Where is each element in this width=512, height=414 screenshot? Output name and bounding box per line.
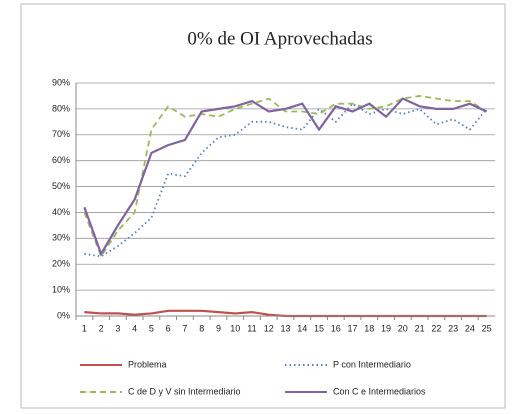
chart-title: 0% de OI Aprovechadas: [187, 28, 372, 49]
x-tick-label: 17: [348, 323, 358, 333]
x-tick-label: 7: [182, 323, 187, 333]
x-tick-label: 5: [149, 323, 154, 333]
x-tick-label: 19: [381, 323, 391, 333]
x-tick-label: 20: [398, 323, 408, 333]
y-tick-label: 30%: [52, 233, 70, 243]
x-tick-label: 3: [115, 323, 120, 333]
x-tick-label: 23: [448, 323, 458, 333]
y-tick-label: 60%: [52, 155, 70, 165]
y-tick-label: 0%: [57, 310, 70, 320]
series-line: [83, 95, 488, 259]
legend-label: Problema: [128, 359, 167, 369]
x-tick-label: 15: [314, 323, 324, 333]
x-tick-label: 1: [82, 323, 87, 333]
x-tick-label: 12: [264, 323, 274, 333]
legend-label: C de D y V sin Intermediario: [128, 386, 241, 396]
x-tick-label: 25: [482, 323, 492, 333]
x-tick-label: 22: [431, 323, 441, 333]
x-tick-label: 2: [99, 323, 104, 333]
y-tick-label: 70%: [52, 129, 70, 139]
chart-frame: [20, 3, 506, 409]
x-tick-label: 18: [364, 323, 374, 333]
legend-label: P con Intermediario: [333, 359, 411, 369]
x-tick-label: 8: [199, 323, 204, 333]
x-tick-label: 24: [465, 323, 475, 333]
x-tick-label: 9: [216, 323, 221, 333]
x-tick-label: 11: [247, 323, 256, 333]
x-tick-label: 14: [297, 323, 307, 333]
x-tick-label: 6: [166, 323, 171, 333]
x-tick-label: 13: [280, 323, 290, 333]
y-tick-label: 10%: [52, 284, 70, 294]
x-tick-label: 10: [230, 323, 240, 333]
y-tick-label: 50%: [52, 181, 70, 191]
legend-label: Con C e Intermediarios: [333, 386, 426, 396]
x-tick-label: 4: [132, 323, 137, 333]
x-tick-label: 16: [331, 323, 341, 333]
y-tick-label: 90%: [52, 77, 70, 87]
y-tick-label: 80%: [52, 103, 70, 113]
y-tick-label: 40%: [52, 207, 70, 217]
y-tick-label: 20%: [52, 259, 70, 269]
series-line: [83, 97, 488, 257]
x-tick-label: 21: [415, 323, 425, 333]
